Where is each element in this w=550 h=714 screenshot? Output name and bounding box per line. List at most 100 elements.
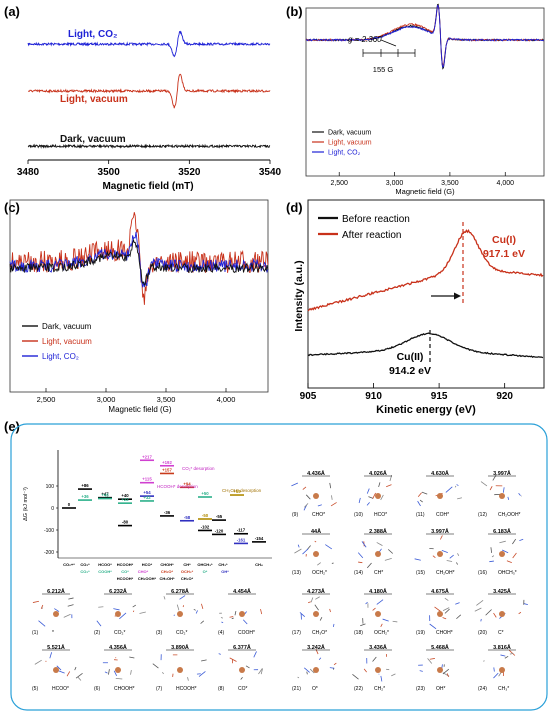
- structure-number-10: (3): [156, 630, 162, 636]
- structure-bond-7-2: [512, 552, 517, 559]
- panel-b-label: (b): [286, 4, 303, 19]
- structure-bond-5-0: [357, 552, 364, 559]
- structure-atom-19: [239, 667, 245, 673]
- legend-c-light-co2: Light, CO₂: [42, 352, 79, 361]
- structure-bond-19-7: [240, 676, 243, 680]
- structure-distance-7: 6.183Å: [493, 528, 511, 535]
- structure-bond-10-1: [176, 604, 180, 611]
- structure-distance-18: 3.890Å: [171, 644, 189, 651]
- structure-bond-2-5: [457, 497, 463, 500]
- energy-value-2: +36: [81, 494, 89, 499]
- structure-22: 5.468Å (23) OH*: [416, 644, 454, 692]
- structure-bond-15-3: [485, 609, 492, 616]
- structure-label-0: CHO*: [312, 512, 325, 518]
- a-tick-label-3: 3540: [259, 167, 282, 178]
- structure-9: 6.232Å (2) CO₂*: [94, 588, 146, 636]
- legend-d-after: After reaction: [342, 230, 401, 241]
- structure-bond-14-6: [434, 606, 441, 612]
- energy-value-0: 0: [68, 502, 71, 507]
- structure-bond-16-3: [75, 672, 83, 679]
- e-ytick-label-2: -100: [44, 528, 54, 534]
- structure-number-15: (20): [478, 630, 487, 636]
- structure-bond-10-8: [179, 595, 186, 600]
- species-r1-3: HCOOH*: [117, 562, 134, 567]
- structure-bond-23-3: [504, 655, 509, 659]
- structure-bond-15-5: [474, 607, 482, 612]
- structure-bond-18-5: [187, 677, 189, 681]
- energy-ylabel: ΔG (kJ mol⁻¹): [23, 487, 29, 521]
- structure-bond-22-7: [442, 668, 450, 675]
- structure-bond-20-8: [329, 667, 335, 669]
- structure-bond-4-5: [317, 562, 321, 566]
- panel-c-lines: [9, 212, 269, 305]
- panel-b-xlabel: Magnetic field (G): [395, 187, 455, 196]
- legend-c-light-vacuum: Light, vacuum: [42, 337, 92, 346]
- panel-c-frame: [9, 199, 269, 393]
- structure-distance-12: 4.273Å: [307, 588, 325, 595]
- structure-bond-12-3: [314, 604, 319, 611]
- structure-label-1: HCO*: [374, 512, 387, 518]
- structure-atom-2: [437, 493, 443, 499]
- structure-bond-14-8: [429, 623, 437, 630]
- structure-atom-11: [239, 611, 245, 617]
- structure-number-9: (2): [94, 630, 100, 636]
- structure-bond-16-0: [49, 652, 53, 659]
- structure-bond-17-1: [115, 677, 123, 680]
- structure-11: 4.454Å (4) COOH*: [218, 588, 263, 636]
- structure-bond-1-8: [366, 488, 370, 494]
- panel-a-lines: [27, 30, 271, 149]
- structure-label-23: CH₃*: [498, 686, 509, 692]
- structure-bond-2-4: [445, 486, 453, 493]
- structure-bond-12-1: [315, 596, 320, 600]
- structure-bond-16-8: [56, 665, 62, 671]
- structure-bond-23-8: [493, 672, 499, 679]
- a-tick-label-0: 3480: [17, 167, 40, 178]
- structure-atom-8: [53, 611, 59, 617]
- structure-bond-4-1: [294, 548, 302, 554]
- structure-bond-11-7: [234, 610, 237, 616]
- structure-bond-11-6: [260, 609, 263, 615]
- structure-number-4: (13): [292, 570, 301, 576]
- structure-bond-8-5: [63, 613, 71, 618]
- structure-bond-14-7: [456, 614, 462, 620]
- a-tick-label-2: 3520: [178, 167, 201, 178]
- structure-number-12: (17): [292, 630, 301, 636]
- energy-value-18: +50: [201, 491, 209, 496]
- structure-bond-10-5: [163, 596, 166, 600]
- structure-bond-21-4: [380, 675, 383, 682]
- structure-bond-0-5: [304, 503, 309, 508]
- panel-d-xlabel: Kinetic energy (eV): [376, 404, 476, 416]
- structure-bond-2-6: [417, 492, 422, 498]
- structure-atom-21: [375, 667, 381, 673]
- structure-bond-8-6: [40, 604, 44, 609]
- a-tick-label-1: 3500: [98, 167, 121, 178]
- structure-bond-17-7: [108, 669, 110, 675]
- series-line-a-2: [27, 143, 271, 149]
- species-r1-9: CH₄: [255, 562, 263, 567]
- structure-bond-20-7: [306, 671, 308, 675]
- structure-bond-2-1: [454, 485, 457, 488]
- structure-bond-4-8: [325, 544, 333, 550]
- structure-atom-22: [437, 667, 443, 673]
- energy-levels: 0 +86 +36 +47+43 +40+22 -80 +217 +115 +54+32 +192…: [62, 454, 266, 545]
- structure-label-13: OCH₂*: [374, 630, 389, 636]
- structure-label-5: CH*: [374, 570, 383, 576]
- structure-bond-13-5: [392, 620, 398, 623]
- structure-bond-7-7: [490, 547, 492, 553]
- structure-number-23: (24): [478, 686, 487, 692]
- species-r1-2: HCOO*: [98, 562, 112, 567]
- e-ytick-label-1: 0: [51, 506, 54, 512]
- structure-bond-3-4: [518, 493, 521, 496]
- structure-bond-16-2: [66, 671, 71, 677]
- structure-bond-10-2: [182, 605, 185, 608]
- structure-bond-20-4: [318, 657, 322, 661]
- structure-bond-13-8: [365, 601, 368, 605]
- e-ytick-label-0: 100: [46, 484, 55, 490]
- structure-atom-5: [375, 551, 381, 557]
- c-tick-label-0: 2,500: [37, 395, 56, 404]
- structure-bond-2-7: [421, 491, 428, 495]
- structure-atom-23: [499, 667, 505, 673]
- structure-7: 6.183Å (16) OHCH₃*: [478, 528, 524, 576]
- structure-label-21: CH₂*: [374, 686, 385, 692]
- legend-c-dark: Dark, vacuum: [42, 322, 92, 331]
